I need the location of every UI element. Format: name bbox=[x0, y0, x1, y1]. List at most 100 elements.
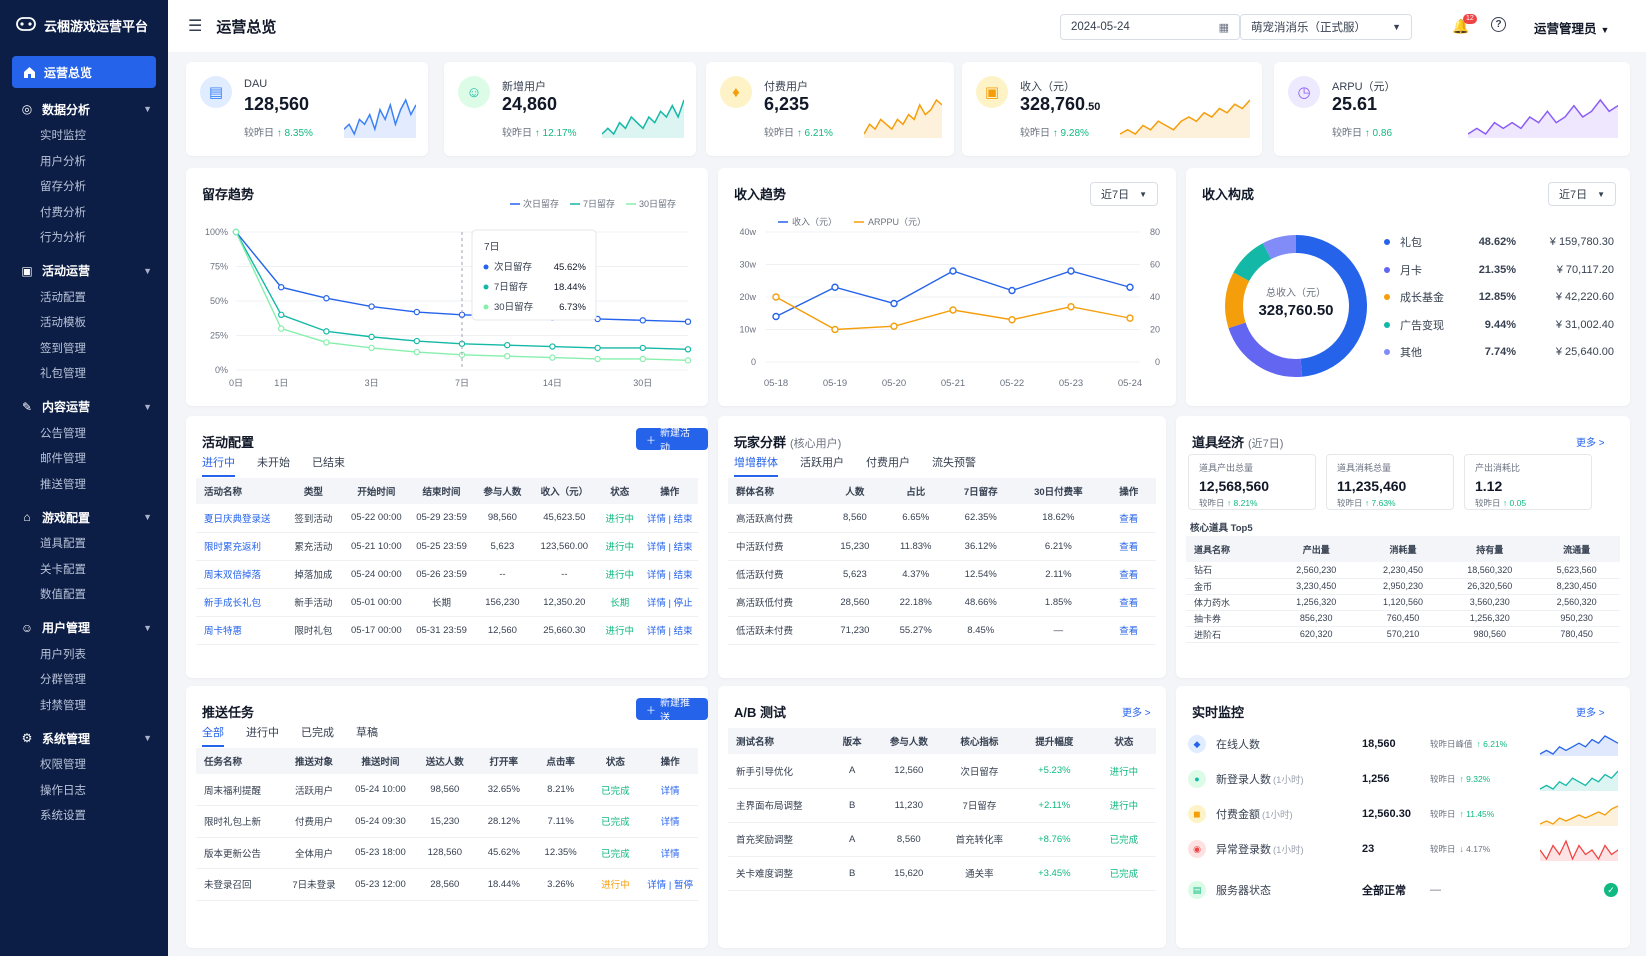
table-cell[interactable]: 详情 bbox=[642, 805, 698, 838]
sidebar-group-3[interactable]: ✎ 内容运营 ▼ bbox=[0, 392, 168, 422]
table-cell[interactable]: 查看 bbox=[1101, 532, 1156, 561]
revenue-point[interactable] bbox=[949, 306, 957, 314]
sidebar-item[interactable]: 公告管理 bbox=[40, 427, 86, 440]
table-row[interactable]: 周末福利提醒 活跃用户 05-24 10:00 98,560 32.65% 8.21% 已完… bbox=[196, 774, 698, 806]
sidebar-item[interactable]: 关卡配置 bbox=[40, 563, 86, 576]
retention-point[interactable] bbox=[368, 344, 375, 352]
revenue-point[interactable] bbox=[1126, 314, 1134, 322]
table-cell[interactable]: 查看 bbox=[1101, 616, 1156, 645]
tab[interactable]: 未开始 bbox=[257, 457, 290, 469]
server-select[interactable]: 萌宠消消乐（正式服） ▼ bbox=[1240, 14, 1412, 40]
sidebar-item[interactable]: 活动配置 bbox=[40, 291, 86, 304]
sidebar-item[interactable]: 推送管理 bbox=[40, 478, 86, 491]
composition-legend-row[interactable]: 月卡 21.35% ¥ 70,117.20 bbox=[1384, 262, 1614, 278]
realtime-row[interactable]: ◆ 在线人数 18,560 较昨日峰值 ↑ 6.21% bbox=[1188, 730, 1618, 758]
retention-point[interactable] bbox=[549, 354, 556, 361]
tab[interactable]: 草稿 bbox=[356, 727, 378, 739]
table-cell[interactable]: 夏日庆典登录送 bbox=[196, 504, 283, 533]
retention-point[interactable] bbox=[413, 337, 420, 345]
tab[interactable]: 进行中 bbox=[246, 727, 279, 739]
help-icon[interactable]: ? bbox=[1491, 17, 1506, 32]
server-status-row[interactable]: ▤ 服务器状态 全部正常 — ✓ bbox=[1188, 876, 1618, 904]
table-cell[interactable]: 详情 bbox=[642, 774, 698, 806]
donut-slice[interactable] bbox=[1295, 235, 1367, 377]
donut-slice[interactable] bbox=[1262, 235, 1297, 260]
range-select[interactable]: 近7日 ▼ bbox=[1548, 182, 1616, 206]
table-cell[interactable]: 查看 bbox=[1101, 504, 1156, 533]
realtime-row[interactable]: ◼ 付费金额 (1小时) 12,560.30 较昨日 ↑ 11.45% bbox=[1188, 800, 1618, 828]
table-row[interactable]: 未登录召回 7日未登录 05-23 12:00 28,560 18.44% 3.26% 进行… bbox=[196, 868, 698, 901]
donut-slice[interactable] bbox=[1233, 243, 1272, 282]
revenue-point[interactable] bbox=[890, 299, 898, 308]
table-row[interactable]: 钻石 2,560,230 2,230,450 18,560,320 5,623,560 bbox=[1186, 562, 1620, 579]
revenue-point[interactable] bbox=[772, 293, 780, 301]
table-cell[interactable]: 详情 | 结束 bbox=[641, 532, 698, 561]
revenue-point[interactable] bbox=[1008, 316, 1016, 324]
tab[interactable]: 全部 bbox=[202, 724, 224, 747]
menu-toggle-icon[interactable]: ☰ bbox=[188, 18, 203, 35]
retention-point[interactable] bbox=[639, 317, 646, 324]
composition-legend-row[interactable]: 成长基金 12.85% ¥ 42,220.60 bbox=[1384, 289, 1614, 305]
table-row[interactable]: 周末双倍掉落 掉落加成 05-24 00:00 05-26 23:59 -- -- 进行中详… bbox=[196, 560, 698, 589]
new-push-button[interactable]: ＋ 新建推送 bbox=[636, 698, 708, 724]
sidebar-item[interactable]: 用户列表 bbox=[40, 648, 86, 661]
table-row[interactable]: 首充奖励调整 A 8,560 首充转化率 +8.76% 已完成 bbox=[728, 822, 1156, 857]
table-row[interactable]: 版本更新公告 全体用户 05-23 18:00 128,560 45.62% 12.35%… bbox=[196, 837, 698, 869]
table-row[interactable]: 周卡特惠 限时礼包 05-17 00:00 05-31 23:59 12,560 25,6… bbox=[196, 616, 698, 645]
more-link[interactable]: 更多 > bbox=[1576, 708, 1605, 719]
sidebar-group-5[interactable]: ☺ 用户管理 ▼ bbox=[0, 613, 168, 643]
table-row[interactable]: 中活跃付费 15,230 11.83% 36.12% 6.21% 查看 bbox=[728, 532, 1156, 561]
table-row[interactable]: 体力药水 1,256,320 1,120,560 3,560,230 2,560,320 bbox=[1186, 594, 1620, 611]
retention-point[interactable] bbox=[504, 352, 511, 360]
sidebar-item[interactable]: 用户分析 bbox=[40, 155, 86, 168]
retention-point[interactable] bbox=[684, 357, 692, 364]
range-select[interactable]: 近7日 ▼ bbox=[1090, 182, 1158, 206]
table-row[interactable]: 进阶石 620,320 570,210 980,560 780,450 bbox=[1186, 626, 1620, 643]
retention-point[interactable] bbox=[368, 303, 375, 310]
retention-point[interactable] bbox=[413, 348, 420, 356]
retention-point[interactable] bbox=[323, 295, 330, 302]
table-cell[interactable]: 详情 | 结束 bbox=[641, 616, 698, 645]
sidebar-item[interactable]: 付费分析 bbox=[40, 206, 86, 219]
composition-legend-row[interactable]: 广告变现 9.44% ¥ 31,002.40 bbox=[1384, 317, 1614, 333]
sidebar-item[interactable]: 留存分析 bbox=[40, 181, 86, 193]
donut-slice[interactable] bbox=[1225, 272, 1250, 329]
revenue-point[interactable] bbox=[772, 312, 780, 321]
tab[interactable]: 付费用户 bbox=[866, 457, 910, 469]
retention-point[interactable] bbox=[549, 343, 556, 350]
donut-slice[interactable] bbox=[1228, 322, 1303, 377]
table-row[interactable]: 新手成长礼包 新手活动 05-01 00:00 长期 156,230 12,350.20 长… bbox=[196, 588, 698, 617]
table-cell[interactable]: 详情 | 结束 bbox=[641, 504, 698, 533]
composition-legend-row[interactable]: 其他 7.74% ¥ 25,640.00 bbox=[1384, 344, 1614, 360]
revenue-point[interactable] bbox=[1126, 283, 1134, 291]
revenue-point[interactable] bbox=[1067, 267, 1075, 275]
revenue-point[interactable] bbox=[831, 325, 839, 334]
table-cell[interactable]: 详情 | 停止 bbox=[641, 588, 698, 617]
sidebar-item[interactable]: 礼包管理 bbox=[40, 368, 86, 380]
sidebar-item-overview[interactable]: 运营总览 bbox=[12, 56, 156, 88]
realtime-row[interactable]: ● 新登录人数 (1小时) 1,256 较昨日 ↑ 9.32% bbox=[1188, 765, 1618, 793]
table-row[interactable]: 低活跃未付费 71,230 55.27% 8.45% — 查看 bbox=[728, 616, 1156, 645]
table-row[interactable]: 高活跃高付费 8,560 6.65% 62.35% 18.62% 查看 bbox=[728, 504, 1156, 533]
revenue-point[interactable] bbox=[1067, 303, 1075, 311]
table-row[interactable]: 主界面布局调整 B 11,230 7日留存 +2.11% 进行中 bbox=[728, 788, 1156, 823]
table-cell[interactable]: 限时累充返利 bbox=[196, 532, 283, 561]
table-row[interactable]: 抽卡券 856,230 760,450 1,256,320 950,230 bbox=[1186, 610, 1620, 627]
retention-point[interactable] bbox=[277, 283, 285, 291]
retention-point[interactable] bbox=[232, 228, 240, 236]
sidebar-item[interactable]: 实时监控 bbox=[40, 130, 86, 142]
user-menu[interactable]: 运营管理员 ▼ bbox=[1534, 18, 1609, 37]
sidebar-item[interactable]: 分群管理 bbox=[40, 674, 86, 686]
sidebar-item[interactable]: 行为分析 bbox=[40, 232, 86, 244]
sidebar-item[interactable]: 操作日志 bbox=[40, 784, 86, 797]
sidebar-group-4[interactable]: ⌂ 游戏配置 ▼ bbox=[0, 502, 168, 532]
table-cell[interactable]: 周末双倍掉落 bbox=[196, 560, 283, 589]
table-cell[interactable]: 周卡特惠 bbox=[196, 616, 283, 645]
tab[interactable]: 已完成 bbox=[301, 727, 334, 739]
sidebar-item[interactable]: 数值配置 bbox=[40, 589, 86, 601]
sidebar-group-6[interactable]: ⚙ 系统管理 ▼ bbox=[0, 723, 168, 753]
retention-point[interactable] bbox=[323, 339, 330, 346]
app-logo[interactable]: 云梱游戏运营平台 bbox=[0, 0, 168, 50]
retention-point[interactable] bbox=[684, 318, 692, 325]
revenue-point[interactable] bbox=[831, 283, 839, 291]
